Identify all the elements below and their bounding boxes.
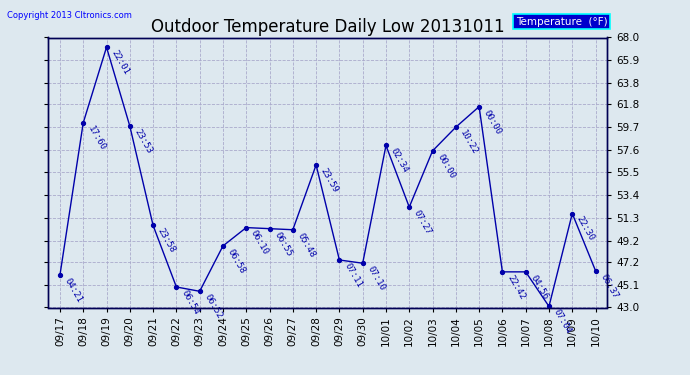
Text: 07:10: 07:10	[366, 265, 386, 292]
Text: 23:53: 23:53	[132, 128, 154, 155]
Text: 04:21: 04:21	[63, 276, 84, 304]
Text: Copyright 2013 Cltronics.com: Copyright 2013 Cltronics.com	[7, 11, 132, 20]
Title: Outdoor Temperature Daily Low 20131011: Outdoor Temperature Daily Low 20131011	[151, 18, 504, 36]
Text: 06:55: 06:55	[273, 230, 293, 258]
Text: 00:00: 00:00	[482, 108, 503, 136]
Text: 22:01: 22:01	[109, 49, 130, 76]
Text: 23:58: 23:58	[156, 227, 177, 255]
Text: 00:00: 00:00	[435, 152, 457, 180]
Text: 22:42: 22:42	[505, 273, 526, 301]
Text: 10:22: 10:22	[459, 129, 480, 156]
Text: 07:04: 07:04	[552, 308, 573, 336]
Text: 06:58: 06:58	[226, 248, 247, 275]
Text: 06:37: 06:37	[598, 272, 620, 300]
Text: 17:60: 17:60	[86, 124, 107, 152]
Text: 06:10: 06:10	[249, 229, 270, 257]
Text: 07:11: 07:11	[342, 261, 364, 289]
Text: 06:54: 06:54	[179, 288, 200, 316]
Text: 07:27: 07:27	[412, 209, 433, 236]
Text: 05:48: 05:48	[295, 231, 317, 259]
Text: 22:30: 22:30	[575, 215, 596, 243]
Text: Temperature  (°F): Temperature (°F)	[515, 17, 607, 27]
Text: 02:34: 02:34	[388, 147, 410, 175]
Text: 04:56: 04:56	[529, 273, 550, 301]
Text: 06:52: 06:52	[202, 293, 224, 321]
Text: 23:59: 23:59	[319, 166, 340, 194]
